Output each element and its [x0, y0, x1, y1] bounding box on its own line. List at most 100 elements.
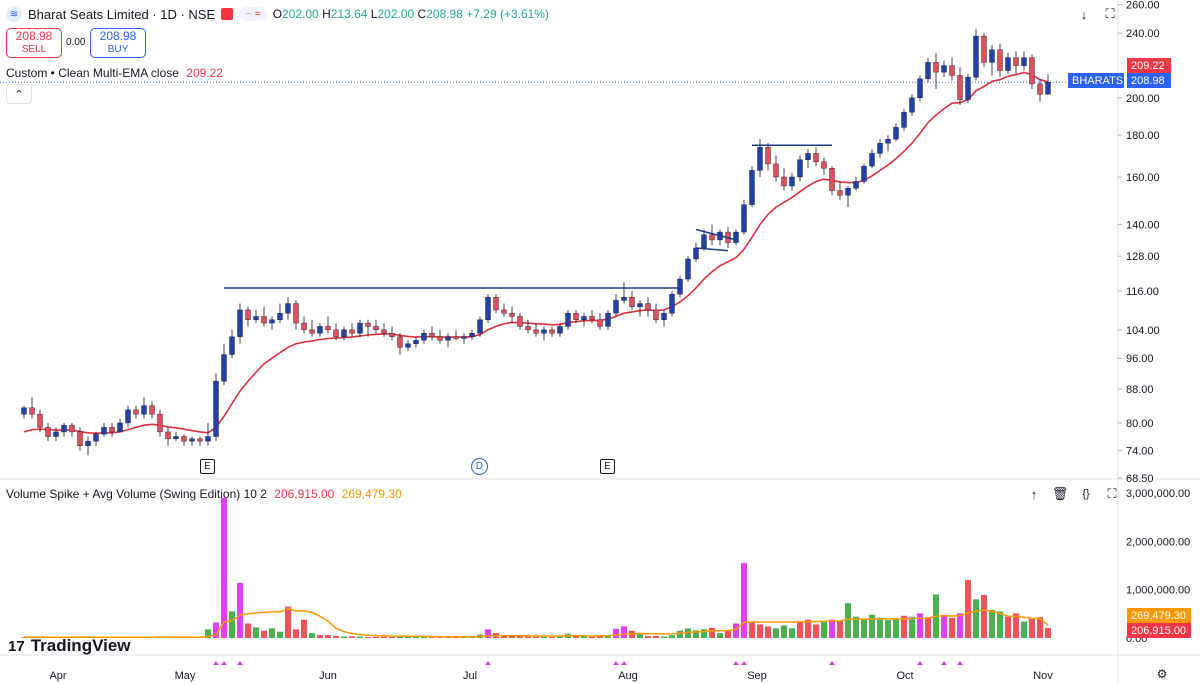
candle-body	[213, 380, 219, 437]
month-label: Sep	[747, 670, 767, 682]
candle-body	[53, 431, 59, 437]
candle-body	[741, 204, 747, 233]
spike-marker	[221, 661, 227, 665]
candle-body	[1029, 57, 1035, 85]
candle-body	[461, 336, 467, 339]
candle	[421, 329, 427, 344]
candle-body	[701, 234, 707, 249]
tradingview-logo[interactable]: 17 TradingView	[8, 636, 131, 656]
candle-body	[93, 433, 99, 442]
move-pane-up-icon[interactable]: ↑	[1030, 486, 1038, 502]
candle	[485, 294, 491, 324]
ema-indicator-name: Custom • Clean Multi-EMA close	[6, 66, 179, 80]
volume-bar	[277, 631, 283, 638]
candle	[589, 309, 595, 324]
candle	[213, 373, 219, 442]
ema-indicator-legend[interactable]: Custom • Clean Multi-EMA close 209.22	[6, 66, 223, 80]
volume-bar	[789, 628, 795, 638]
chart-mode-pill[interactable]: − ≈	[239, 7, 267, 21]
candle-body	[69, 424, 75, 433]
candle	[237, 303, 243, 344]
candle-body	[597, 319, 603, 327]
candle	[861, 163, 867, 184]
candle-body	[397, 336, 403, 348]
month-label: Jun	[319, 670, 337, 682]
open-label: O	[272, 7, 283, 21]
buy-label: BUY	[107, 44, 129, 55]
volume-indicator-value-2: 269,479.30	[341, 487, 402, 501]
candle	[917, 75, 923, 102]
candle-body	[677, 278, 683, 295]
trash-icon[interactable]: 🗑	[1051, 486, 1069, 501]
pane-maximize-icon[interactable]: ⛶	[1107, 486, 1117, 501]
candle-body	[997, 49, 1003, 71]
candle-body	[749, 170, 755, 205]
tradingview-logo-text: TradingView	[30, 636, 131, 655]
candle	[517, 313, 523, 330]
volume-bar	[797, 622, 803, 638]
avg-volume-line	[23, 608, 1049, 639]
candle-body	[125, 409, 131, 424]
price-tick-label: 74.00	[1126, 446, 1154, 458]
maximize-icon[interactable]: ⛶	[1105, 6, 1115, 21]
dividend-marker[interactable]: D	[471, 458, 488, 475]
arrow-down-icon[interactable]: ↓	[1080, 6, 1088, 22]
volume-bar	[317, 635, 323, 638]
code-icon[interactable]: {}	[1082, 488, 1090, 500]
month-label: Aug	[618, 670, 638, 682]
price-tick-label: 180.00	[1126, 130, 1160, 142]
candle	[813, 147, 819, 167]
sell-button[interactable]: 208.98 SELL	[6, 28, 62, 58]
month-label: Oct	[896, 670, 913, 682]
candle-body	[893, 127, 899, 140]
candle	[205, 422, 211, 446]
earnings-marker-2[interactable]: E	[600, 459, 615, 474]
pill-minus-icon: −	[245, 8, 252, 20]
candle	[245, 306, 251, 327]
volume-indicator-legend[interactable]: Volume Spike + Avg Volume (Swing Edition…	[6, 487, 402, 501]
candle-body	[37, 413, 43, 428]
volume-bar	[749, 621, 755, 638]
candle	[749, 166, 755, 208]
candle-body	[797, 159, 803, 178]
candle-body	[581, 316, 587, 320]
open-value: 202.00	[282, 7, 319, 21]
candle-body	[117, 422, 123, 433]
spike-marker	[613, 661, 619, 665]
month-label: Apr	[49, 670, 66, 682]
symbol-title[interactable]: Bharat Seats Limited · 1D · NSE	[28, 6, 216, 22]
volume-bar	[517, 636, 523, 638]
candle	[37, 409, 43, 432]
candle	[549, 326, 555, 337]
candle	[117, 418, 123, 433]
price-tick-label: 140.00	[1126, 219, 1160, 231]
month-label: Jul	[463, 670, 477, 682]
settings-gear-icon[interactable]: ⚙	[1156, 667, 1168, 681]
candle-body	[1005, 57, 1011, 71]
candle-body	[685, 258, 691, 280]
candle-body	[957, 75, 963, 100]
candle-body	[453, 336, 459, 339]
candle-body	[629, 297, 635, 307]
candle-body	[181, 436, 187, 442]
collapse-legend-button[interactable]: ⌃	[6, 84, 32, 104]
candle-body	[781, 176, 787, 187]
earnings-marker-1[interactable]: E	[200, 459, 215, 474]
candle	[437, 329, 443, 344]
volume-bar	[645, 636, 651, 638]
candle	[189, 436, 195, 446]
volume-indicator-value-1: 206,915.00	[274, 487, 335, 501]
candle	[997, 43, 1003, 78]
volume-bar	[813, 624, 819, 638]
candle-body	[221, 354, 227, 382]
candle-body	[933, 62, 939, 73]
candle-body	[989, 49, 995, 63]
volume-bar	[341, 636, 347, 638]
volume-bar	[229, 611, 235, 638]
buy-button[interactable]: 208.98 BUY	[90, 28, 146, 58]
candle	[285, 297, 291, 320]
candle	[173, 431, 179, 442]
candle	[325, 316, 331, 334]
candle	[445, 333, 451, 348]
